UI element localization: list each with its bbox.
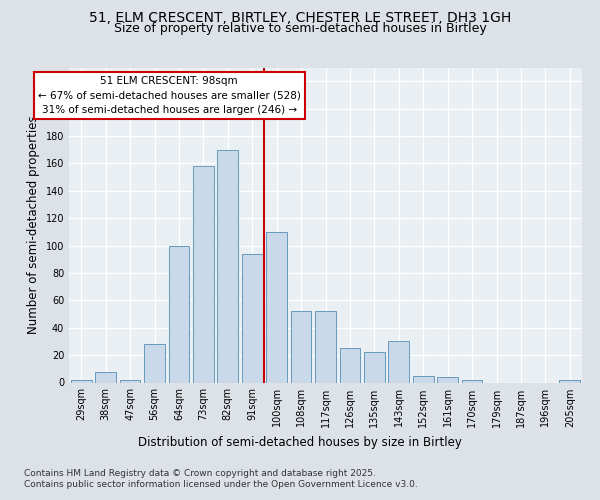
Text: 51, ELM CRESCENT, BIRTLEY, CHESTER LE STREET, DH3 1GH: 51, ELM CRESCENT, BIRTLEY, CHESTER LE ST… <box>89 11 511 25</box>
Bar <box>144 344 165 383</box>
Bar <box>340 348 361 382</box>
Bar <box>119 380 140 382</box>
Bar <box>413 376 434 382</box>
Text: Contains HM Land Registry data © Crown copyright and database right 2025.: Contains HM Land Registry data © Crown c… <box>24 469 376 478</box>
Bar <box>242 254 263 382</box>
Bar <box>364 352 385 382</box>
Text: Contains public sector information licensed under the Open Government Licence v3: Contains public sector information licen… <box>24 480 418 489</box>
Bar <box>388 342 409 382</box>
Bar <box>266 232 287 382</box>
Bar <box>95 372 116 382</box>
Bar <box>193 166 214 382</box>
Text: Size of property relative to semi-detached houses in Birtley: Size of property relative to semi-detach… <box>113 22 487 35</box>
Bar <box>217 150 238 382</box>
Bar <box>461 380 482 382</box>
Bar <box>71 380 92 382</box>
Bar <box>315 312 336 382</box>
Text: Distribution of semi-detached houses by size in Birtley: Distribution of semi-detached houses by … <box>138 436 462 449</box>
Text: 51 ELM CRESCENT: 98sqm
← 67% of semi-detached houses are smaller (528)
31% of se: 51 ELM CRESCENT: 98sqm ← 67% of semi-det… <box>38 76 301 114</box>
Bar <box>559 380 580 382</box>
Y-axis label: Number of semi-detached properties: Number of semi-detached properties <box>27 116 40 334</box>
Bar <box>290 312 311 382</box>
Bar <box>169 246 190 382</box>
Bar <box>437 377 458 382</box>
